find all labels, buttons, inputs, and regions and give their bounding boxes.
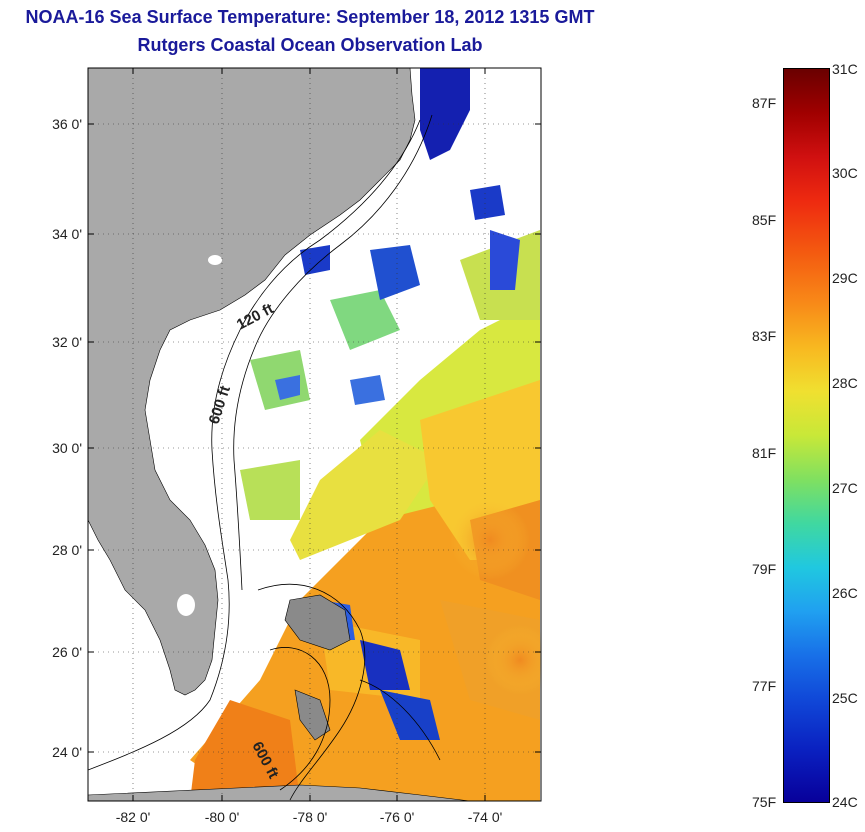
lon-label-80: -80 0' [205,809,240,825]
colorbar-c-31: 31C [832,61,858,77]
colorbar-f-83: 83F [752,328,777,344]
map-frame [87,67,542,802]
colorbar-f-81: 81F [752,445,777,461]
colorbar-c-25: 25C [832,690,858,706]
colorbar-f-79: 79F [752,561,777,577]
lat-label-28: 28 0' [52,542,82,558]
colorbar-c-30: 30C [832,165,858,181]
colorbar-c-24: 24C [832,794,858,810]
colorbar-c-27: 27C [832,480,858,496]
tick-marks [88,68,541,801]
colorbar-f-77: 77F [752,678,777,694]
lat-label-30: 30 0' [52,440,82,456]
lon-label-74: -74 0' [468,809,503,825]
land [88,68,471,801]
lon-label-82: -82 0' [116,809,151,825]
map-subtitle: Rutgers Coastal Ocean Observation Lab [137,35,483,55]
isobath-contours [88,114,441,801]
lat-label-36: 36 0' [52,116,82,132]
colorbar-f-87: 87F [752,95,777,111]
lat-label-26: 26 0' [52,644,82,660]
colorbar-c-26: 26C [832,585,858,601]
graticule [88,68,541,801]
colorbar-f-85: 85F [752,212,777,228]
lat-label-32: 32 0' [52,334,82,350]
colorbar-f-75: 75F [752,794,777,810]
lon-label-78: -78 0' [293,809,328,825]
lat-label-24: 24 0' [52,744,82,760]
lon-label-76: -76 0' [380,809,415,825]
lat-label-34: 34 0' [52,226,82,242]
map-title: NOAA-16 Sea Surface Temperature: Septemb… [25,7,595,27]
temperature-colorbar [783,68,830,803]
map-content [88,68,541,801]
colorbar-c-29: 29C [832,270,858,286]
colorbar-c-28: 28C [832,375,858,391]
